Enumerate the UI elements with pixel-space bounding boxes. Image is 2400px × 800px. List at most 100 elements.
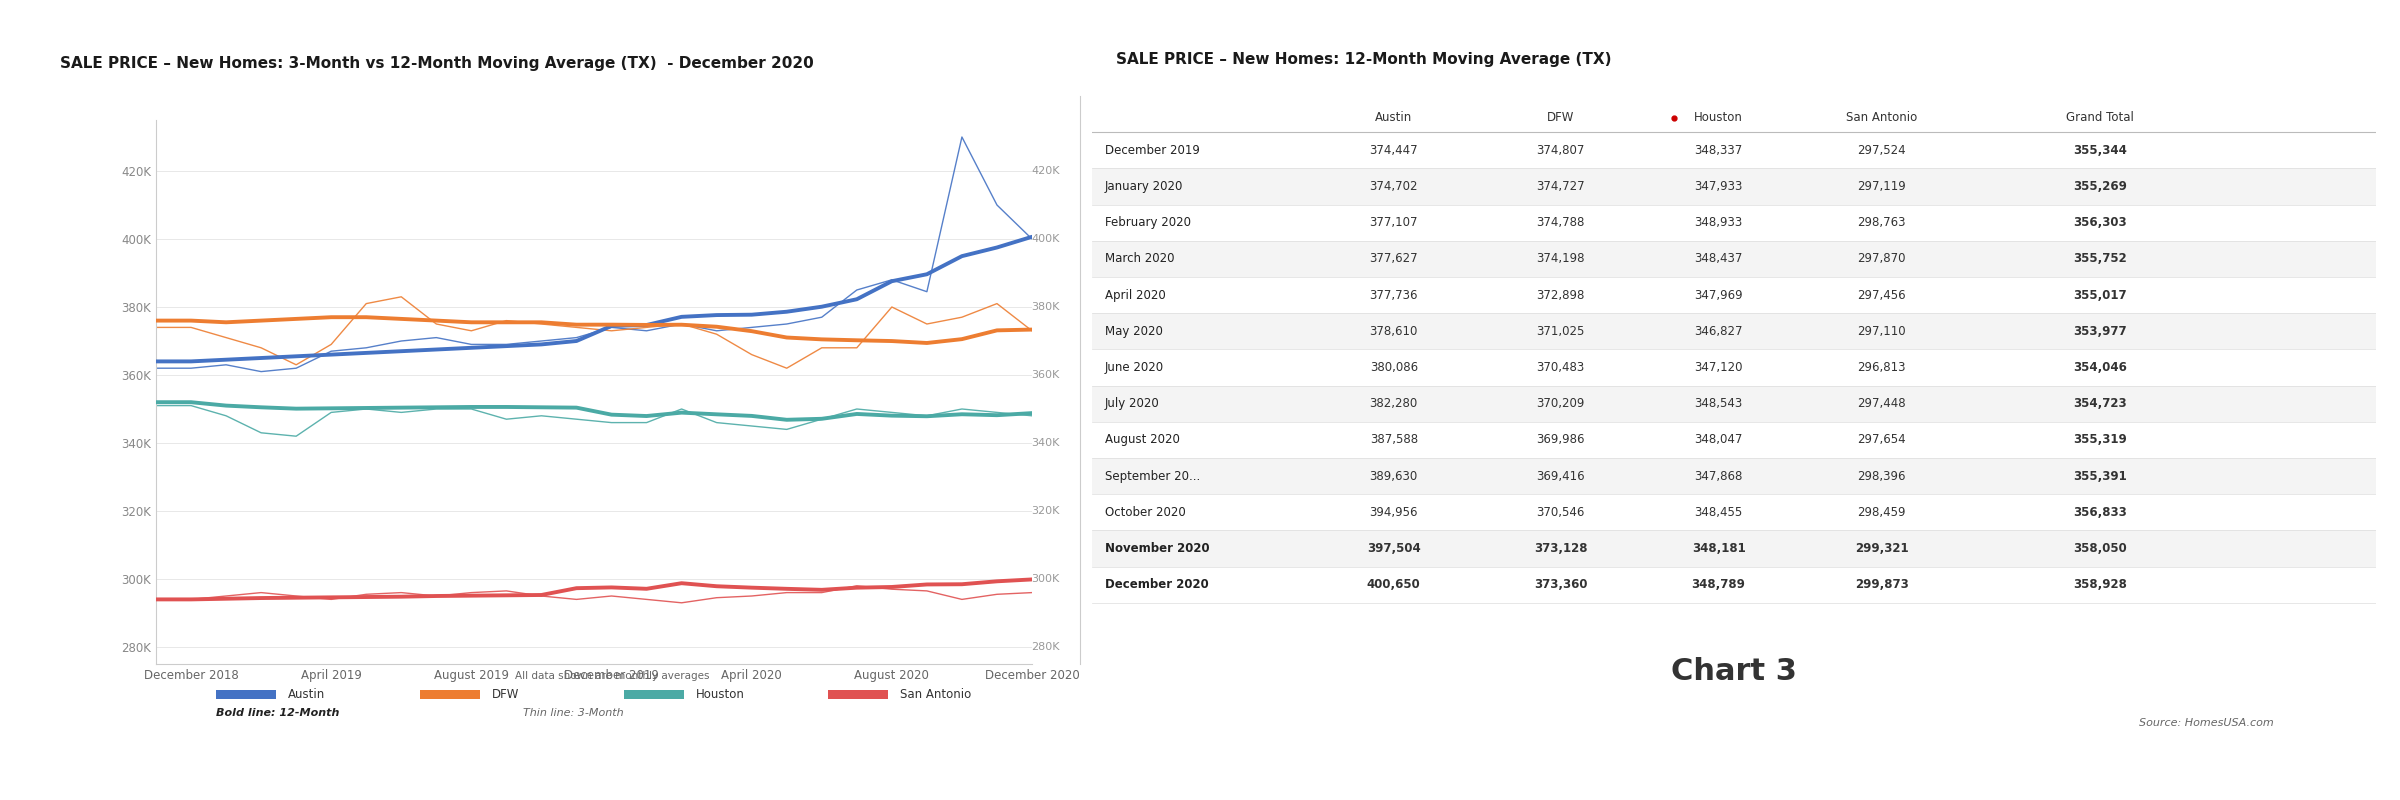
Text: 348,337: 348,337: [1694, 144, 1742, 157]
Text: 360K: 360K: [1032, 370, 1061, 380]
Text: 340K: 340K: [1032, 438, 1061, 448]
Text: 374,198: 374,198: [1536, 252, 1584, 266]
Text: 380,086: 380,086: [1370, 361, 1418, 374]
Text: December 2020: December 2020: [1104, 578, 1210, 591]
Text: 356,833: 356,833: [2074, 506, 2126, 518]
Text: September 20...: September 20...: [1104, 470, 1200, 482]
Text: 355,269: 355,269: [2074, 180, 2126, 193]
Text: 347,868: 347,868: [1694, 470, 1742, 482]
Text: 355,319: 355,319: [2074, 434, 2126, 446]
Text: 394,956: 394,956: [1370, 506, 1418, 518]
Text: 355,344: 355,344: [2074, 144, 2126, 157]
Text: 298,396: 298,396: [1858, 470, 1906, 482]
Text: 348,455: 348,455: [1694, 506, 1742, 518]
Text: 297,654: 297,654: [1858, 434, 1906, 446]
Text: January 2020: January 2020: [1104, 180, 1183, 193]
Text: March 2020: March 2020: [1104, 252, 1174, 266]
Text: San Antonio: San Antonio: [900, 688, 972, 701]
Text: DFW: DFW: [492, 688, 518, 701]
Text: 370,483: 370,483: [1536, 361, 1584, 374]
Text: 347,969: 347,969: [1694, 289, 1742, 302]
Text: 297,456: 297,456: [1858, 289, 1906, 302]
Text: 299,321: 299,321: [1855, 542, 1908, 555]
Text: 347,933: 347,933: [1694, 180, 1742, 193]
Text: 348,047: 348,047: [1694, 434, 1742, 446]
Text: February 2020: February 2020: [1104, 216, 1190, 229]
Text: 297,448: 297,448: [1858, 397, 1906, 410]
Text: 355,391: 355,391: [2074, 470, 2126, 482]
Text: 382,280: 382,280: [1370, 397, 1418, 410]
Text: July 2020: July 2020: [1104, 397, 1159, 410]
Text: 373,128: 373,128: [1534, 542, 1586, 555]
Text: 320K: 320K: [1032, 506, 1061, 516]
Text: 348,933: 348,933: [1694, 216, 1742, 229]
Text: June 2020: June 2020: [1104, 361, 1164, 374]
Text: DFW: DFW: [1548, 111, 1574, 124]
Text: 353,977: 353,977: [2074, 325, 2126, 338]
Text: 348,789: 348,789: [1692, 578, 1745, 591]
Text: 348,543: 348,543: [1694, 397, 1742, 410]
Text: May 2020: May 2020: [1104, 325, 1162, 338]
Text: 296,813: 296,813: [1858, 361, 1906, 374]
Text: 374,788: 374,788: [1536, 216, 1584, 229]
Text: 380K: 380K: [1032, 302, 1061, 312]
Text: 397,504: 397,504: [1368, 542, 1421, 555]
Text: Grand Total: Grand Total: [2066, 111, 2134, 124]
Text: San Antonio: San Antonio: [1846, 111, 1918, 124]
Text: 377,627: 377,627: [1370, 252, 1418, 266]
Text: 348,437: 348,437: [1694, 252, 1742, 266]
Text: 372,898: 372,898: [1536, 289, 1584, 302]
Text: 374,702: 374,702: [1370, 180, 1418, 193]
Text: 347,120: 347,120: [1694, 361, 1742, 374]
Text: SALE PRICE – New Homes: 12-Month Moving Average (TX): SALE PRICE – New Homes: 12-Month Moving …: [1116, 52, 1610, 67]
FancyBboxPatch shape: [1092, 386, 2376, 422]
Text: 377,736: 377,736: [1370, 289, 1418, 302]
Text: 300K: 300K: [1032, 574, 1061, 584]
Text: 400,650: 400,650: [1368, 578, 1421, 591]
Text: 348,181: 348,181: [1692, 542, 1745, 555]
Text: 377,107: 377,107: [1370, 216, 1418, 229]
Text: 354,046: 354,046: [2074, 361, 2126, 374]
Text: SALE PRICE – New Homes: 3-Month vs 12-Month Moving Average (TX)  - December 2020: SALE PRICE – New Homes: 3-Month vs 12-Mo…: [60, 56, 814, 71]
Text: 298,459: 298,459: [1858, 506, 1906, 518]
Text: 371,025: 371,025: [1536, 325, 1584, 338]
Text: 346,827: 346,827: [1694, 325, 1742, 338]
Text: 297,524: 297,524: [1858, 144, 1906, 157]
Text: 420K: 420K: [1032, 166, 1061, 176]
FancyBboxPatch shape: [1092, 241, 2376, 277]
Text: August 2020: August 2020: [1104, 434, 1181, 446]
Text: 400K: 400K: [1032, 234, 1061, 244]
Text: 374,807: 374,807: [1536, 144, 1584, 157]
Text: 370,209: 370,209: [1536, 397, 1584, 410]
Text: 358,050: 358,050: [2074, 542, 2126, 555]
Text: 373,360: 373,360: [1534, 578, 1586, 591]
Text: 374,447: 374,447: [1370, 144, 1418, 157]
Text: Chart 3: Chart 3: [1670, 658, 1798, 686]
Text: 355,752: 355,752: [2074, 252, 2126, 266]
Text: Houston: Houston: [696, 688, 744, 701]
Text: 374,727: 374,727: [1536, 180, 1584, 193]
Text: 378,610: 378,610: [1370, 325, 1418, 338]
FancyBboxPatch shape: [1092, 168, 2376, 205]
Text: 297,119: 297,119: [1858, 180, 1906, 193]
Text: Source: HomesUSA.com: Source: HomesUSA.com: [2138, 718, 2273, 728]
Text: 280K: 280K: [1032, 642, 1061, 652]
FancyBboxPatch shape: [1092, 458, 2376, 494]
Text: November 2020: November 2020: [1104, 542, 1210, 555]
Text: 355,017: 355,017: [2074, 289, 2126, 302]
Text: 370,546: 370,546: [1536, 506, 1584, 518]
Text: 297,870: 297,870: [1858, 252, 1906, 266]
Text: 389,630: 389,630: [1370, 470, 1418, 482]
Text: 387,588: 387,588: [1370, 434, 1418, 446]
Text: October 2020: October 2020: [1104, 506, 1186, 518]
Text: 356,303: 356,303: [2074, 216, 2126, 229]
Text: Austin: Austin: [288, 688, 326, 701]
Text: 354,723: 354,723: [2074, 397, 2126, 410]
Text: Houston: Houston: [1694, 111, 1742, 124]
Text: Austin: Austin: [1375, 111, 1411, 124]
Text: 299,873: 299,873: [1855, 578, 1908, 591]
Text: 369,986: 369,986: [1536, 434, 1584, 446]
Text: 358,928: 358,928: [2074, 578, 2126, 591]
Text: 369,416: 369,416: [1536, 470, 1584, 482]
Text: 298,763: 298,763: [1858, 216, 1906, 229]
